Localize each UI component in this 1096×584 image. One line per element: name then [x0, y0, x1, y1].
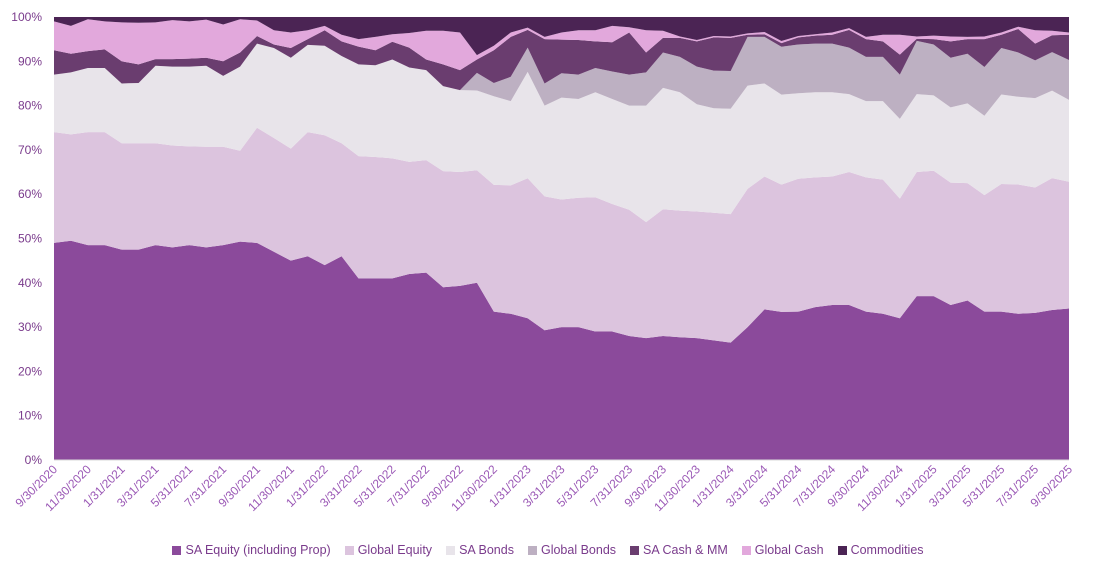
legend-label: SA Bonds	[459, 543, 514, 557]
area-series-3	[54, 36, 1069, 119]
area-series-0	[54, 240, 1069, 460]
y-tick-label: 60%	[18, 187, 42, 201]
y-tick-label: 90%	[18, 54, 42, 68]
y-tick-label: 0%	[25, 453, 43, 467]
chart-canvas: 0%10%20%30%40%50%60%70%80%90%100%9/30/20…	[11, 10, 1075, 514]
legend-swatch	[837, 545, 847, 555]
area-series-1	[54, 127, 1069, 343]
y-tick-label: 40%	[18, 276, 42, 290]
legend-swatch	[446, 545, 456, 555]
area-series-6	[54, 17, 1069, 56]
legend-label: Global Cash	[754, 543, 824, 557]
legend-item-2: SA Bonds	[446, 543, 514, 557]
legend-swatch	[344, 545, 354, 555]
y-tick-label: 100%	[11, 10, 42, 24]
y-tick-label: 30%	[18, 320, 42, 334]
area-series-4	[54, 28, 1069, 91]
y-tick-label: 10%	[18, 409, 42, 423]
legend-label: Commodities	[850, 543, 924, 557]
legend-item-3: Global Bonds	[527, 543, 617, 557]
y-tick-label: 50%	[18, 232, 42, 246]
legend-item-0: SA Equity (including Prop)	[172, 543, 331, 557]
y-tick-label: 70%	[18, 143, 42, 157]
legend-swatch	[172, 545, 182, 555]
y-tick-label: 20%	[18, 364, 42, 378]
legend-item-4: SA Cash & MM	[630, 543, 728, 557]
legend-label: SA Equity (including Prop)	[185, 543, 331, 557]
legend-swatch	[527, 545, 537, 555]
legend-item-6: Commodities	[837, 543, 924, 557]
y-tick-label: 80%	[18, 99, 42, 113]
legend-item-5: Global Cash	[741, 543, 824, 557]
legend-label: Global Equity	[357, 543, 433, 557]
legend-label: Global Bonds	[540, 543, 617, 557]
legend-swatch	[741, 545, 751, 555]
area-series-5	[54, 19, 1069, 71]
legend: SA Equity (including Prop) Global Equity S…	[0, 543, 1096, 557]
area-series-2	[54, 43, 1069, 223]
legend-swatch	[630, 545, 640, 555]
legend-label: SA Cash & MM	[643, 543, 728, 557]
legend-item-1: Global Equity	[344, 543, 433, 557]
